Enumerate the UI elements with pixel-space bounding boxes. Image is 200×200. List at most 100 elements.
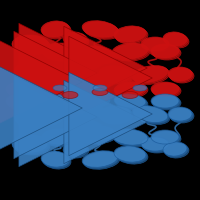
Ellipse shape <box>152 83 180 97</box>
Ellipse shape <box>75 46 115 62</box>
Ellipse shape <box>151 82 179 96</box>
Ellipse shape <box>16 63 48 79</box>
Ellipse shape <box>73 93 109 107</box>
Ellipse shape <box>14 137 50 155</box>
Ellipse shape <box>100 107 132 123</box>
Ellipse shape <box>168 67 192 81</box>
Ellipse shape <box>43 130 79 146</box>
Ellipse shape <box>112 43 148 59</box>
Ellipse shape <box>6 82 34 96</box>
Ellipse shape <box>8 96 36 110</box>
Ellipse shape <box>141 37 169 51</box>
Ellipse shape <box>152 95 180 109</box>
Ellipse shape <box>40 83 72 97</box>
Ellipse shape <box>164 143 188 157</box>
Ellipse shape <box>64 143 88 157</box>
Ellipse shape <box>12 135 48 153</box>
Ellipse shape <box>114 82 146 96</box>
Ellipse shape <box>83 152 119 168</box>
Ellipse shape <box>13 36 49 54</box>
Ellipse shape <box>170 69 194 83</box>
Ellipse shape <box>165 144 189 158</box>
Ellipse shape <box>63 142 87 156</box>
Ellipse shape <box>114 26 146 42</box>
Ellipse shape <box>169 108 193 122</box>
Ellipse shape <box>116 28 148 44</box>
Ellipse shape <box>8 84 36 98</box>
Ellipse shape <box>22 107 62 125</box>
Ellipse shape <box>44 131 80 147</box>
Ellipse shape <box>39 82 71 96</box>
Ellipse shape <box>142 138 170 152</box>
Ellipse shape <box>21 66 61 84</box>
Ellipse shape <box>114 131 150 147</box>
Ellipse shape <box>114 45 150 61</box>
Ellipse shape <box>60 73 104 89</box>
Ellipse shape <box>84 153 120 169</box>
Ellipse shape <box>169 68 193 82</box>
Ellipse shape <box>153 132 181 146</box>
Ellipse shape <box>77 128 117 144</box>
Ellipse shape <box>151 130 179 144</box>
Ellipse shape <box>115 27 147 43</box>
Ellipse shape <box>99 106 131 122</box>
Ellipse shape <box>101 108 133 124</box>
Ellipse shape <box>43 153 71 169</box>
Ellipse shape <box>22 67 62 85</box>
Ellipse shape <box>65 144 89 158</box>
Ellipse shape <box>13 136 49 154</box>
Ellipse shape <box>164 33 188 47</box>
Ellipse shape <box>113 130 149 146</box>
Ellipse shape <box>99 66 131 82</box>
Ellipse shape <box>133 67 169 83</box>
Ellipse shape <box>58 71 102 87</box>
Ellipse shape <box>133 107 169 123</box>
Ellipse shape <box>43 23 71 39</box>
Ellipse shape <box>153 96 181 110</box>
Ellipse shape <box>41 151 69 167</box>
Ellipse shape <box>76 47 116 63</box>
Ellipse shape <box>44 45 80 61</box>
Ellipse shape <box>7 95 35 109</box>
Ellipse shape <box>151 94 179 108</box>
Ellipse shape <box>132 106 168 122</box>
Ellipse shape <box>170 109 194 123</box>
Ellipse shape <box>163 142 187 156</box>
Ellipse shape <box>63 32 87 46</box>
Ellipse shape <box>168 107 192 121</box>
Ellipse shape <box>74 86 110 100</box>
Ellipse shape <box>143 139 171 153</box>
Ellipse shape <box>15 112 47 128</box>
Ellipse shape <box>133 85 147 91</box>
Ellipse shape <box>41 21 69 37</box>
Ellipse shape <box>75 126 115 142</box>
Ellipse shape <box>16 113 48 129</box>
Ellipse shape <box>122 92 138 98</box>
Ellipse shape <box>132 66 168 82</box>
Ellipse shape <box>14 111 46 127</box>
Ellipse shape <box>40 95 72 109</box>
Ellipse shape <box>113 44 149 60</box>
Ellipse shape <box>14 37 50 55</box>
Ellipse shape <box>42 129 78 145</box>
Ellipse shape <box>115 147 147 163</box>
Ellipse shape <box>41 96 73 110</box>
Ellipse shape <box>20 105 60 123</box>
Ellipse shape <box>72 92 108 106</box>
Ellipse shape <box>83 22 119 38</box>
Ellipse shape <box>115 83 147 97</box>
Ellipse shape <box>101 68 133 84</box>
Ellipse shape <box>116 148 148 164</box>
Ellipse shape <box>82 21 118 37</box>
Ellipse shape <box>20 65 60 83</box>
Ellipse shape <box>93 85 107 91</box>
Ellipse shape <box>64 33 88 47</box>
Ellipse shape <box>74 94 110 108</box>
Ellipse shape <box>112 129 148 145</box>
Ellipse shape <box>134 108 170 124</box>
Ellipse shape <box>42 43 78 59</box>
Ellipse shape <box>15 62 47 78</box>
Ellipse shape <box>116 84 148 98</box>
Ellipse shape <box>114 146 146 162</box>
Ellipse shape <box>153 46 181 60</box>
